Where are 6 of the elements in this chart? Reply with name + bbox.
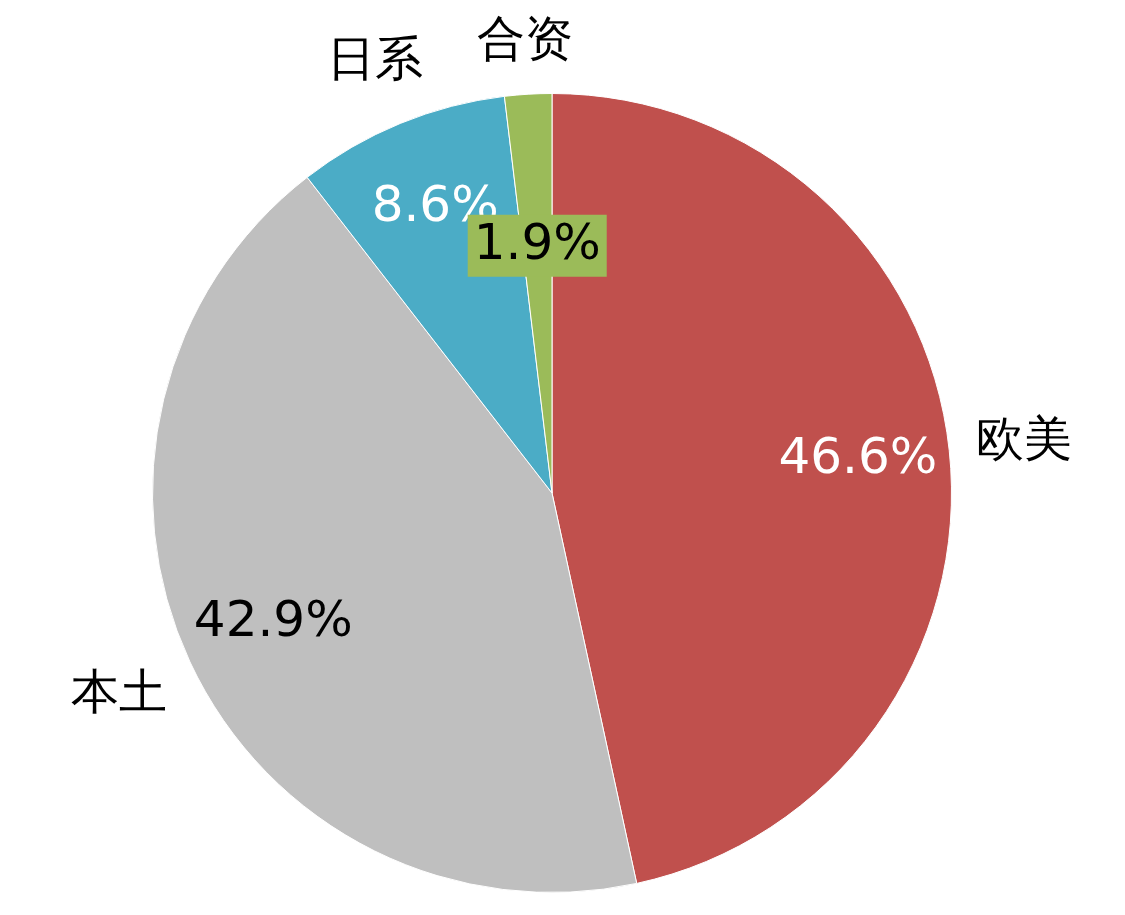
slice-label: 合资 bbox=[477, 9, 574, 66]
data-label: 42.9% bbox=[193, 590, 353, 649]
slice-label: 日系 bbox=[327, 30, 424, 87]
slice-label: 欧美 bbox=[976, 409, 1073, 466]
data-label: 46.6% bbox=[778, 427, 938, 486]
slice-label: 本土 bbox=[70, 662, 167, 719]
